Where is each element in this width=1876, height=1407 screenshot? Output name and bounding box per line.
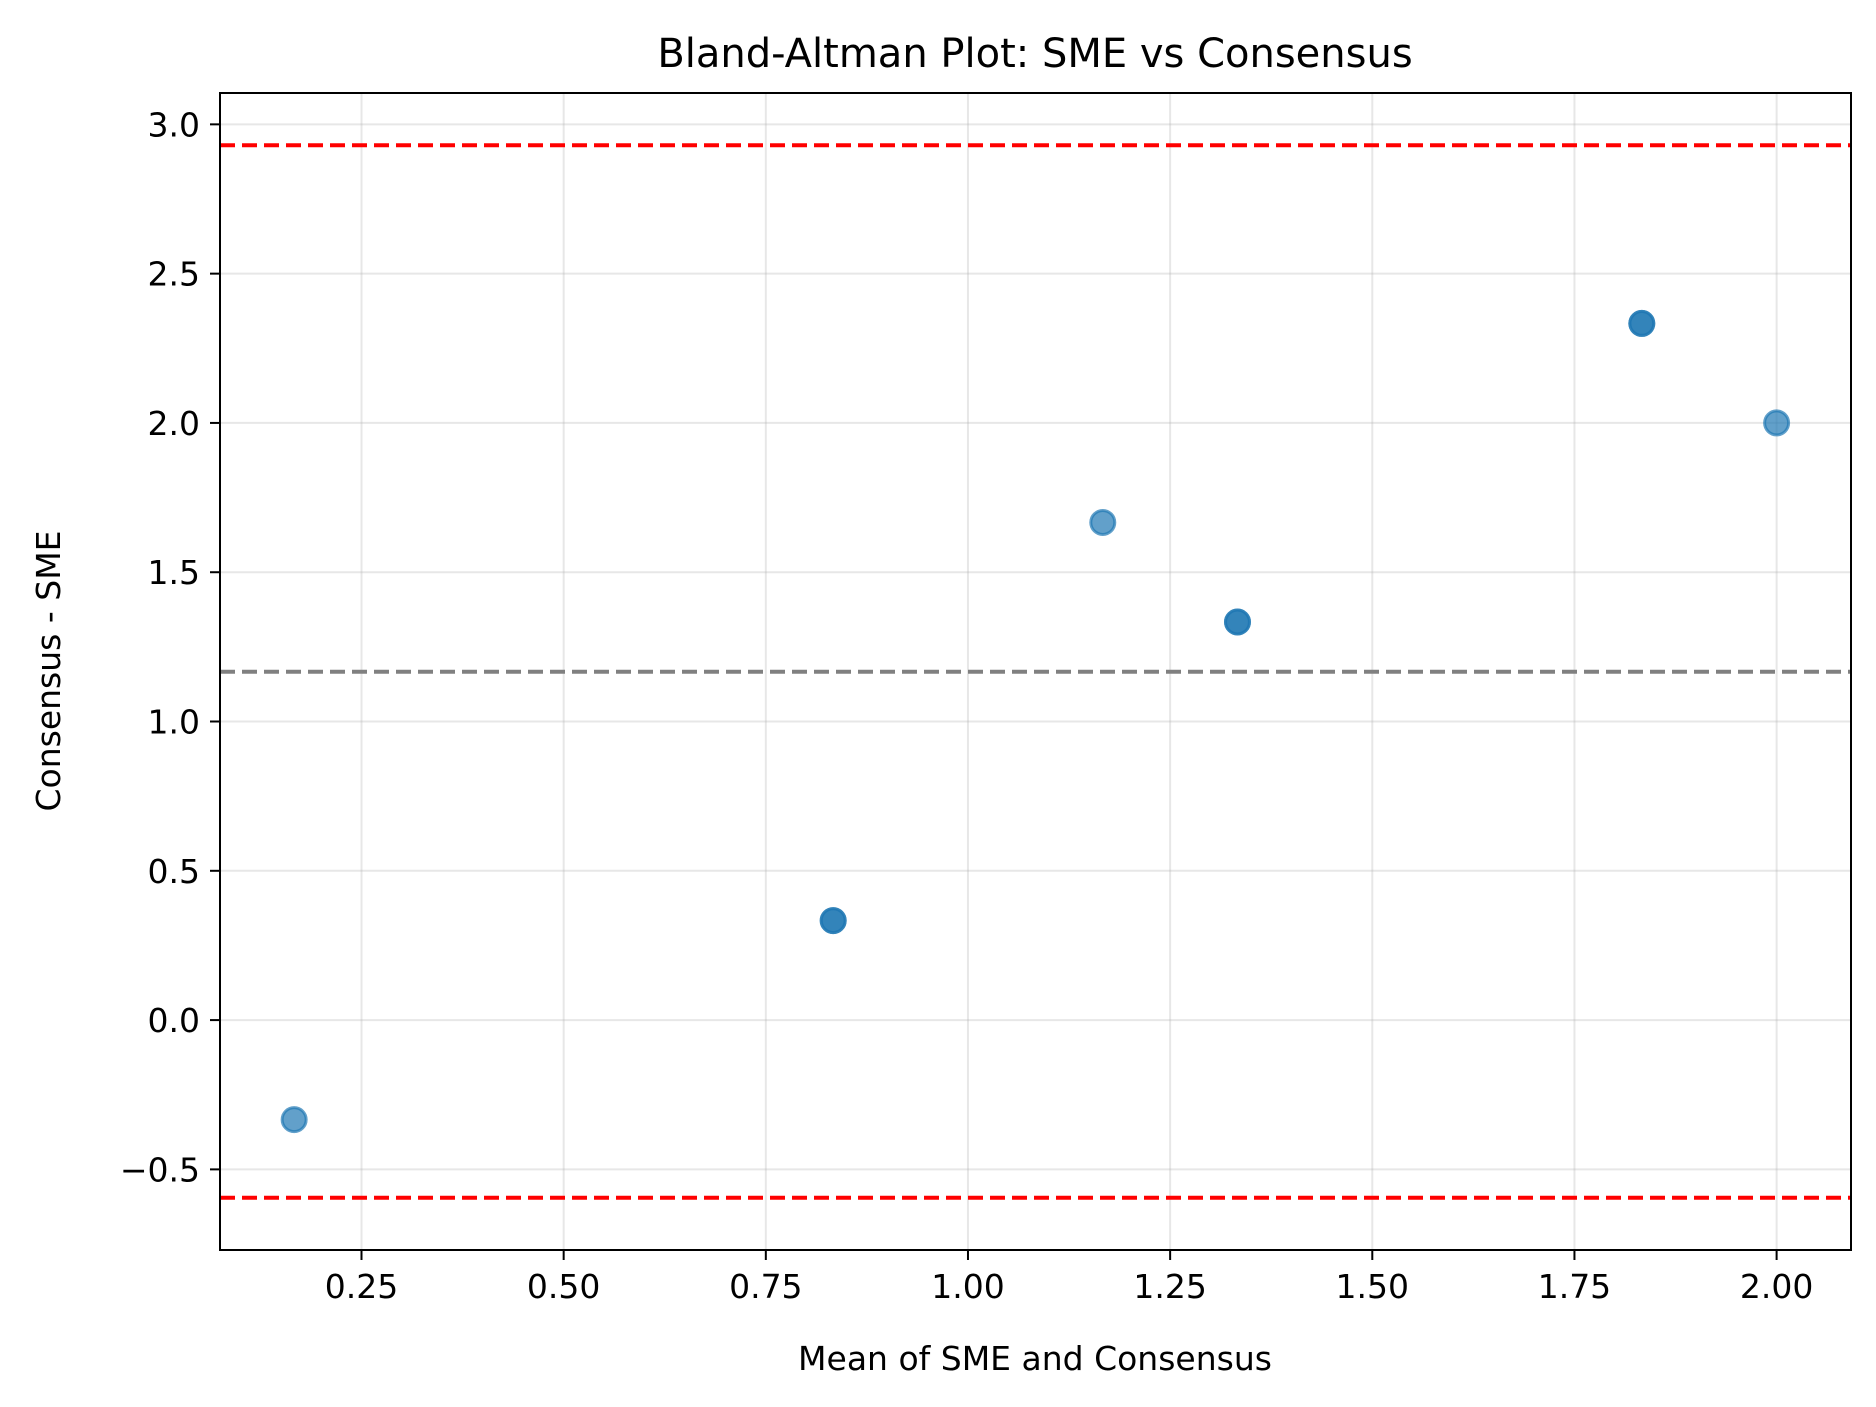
y-axis-label: Consensus - SME	[29, 530, 68, 811]
data-point	[1089, 508, 1117, 536]
y-tick-label: 0.5	[148, 852, 200, 891]
x-tick-label: 1.25	[1133, 1267, 1206, 1306]
y-tick-label: 2.0	[148, 404, 200, 443]
data-point	[1223, 608, 1251, 636]
x-axis-label: Mean of SME and Consensus	[798, 1339, 1272, 1378]
reference-lines	[220, 143, 1851, 1200]
data-points	[280, 309, 1791, 1134]
data-point	[1628, 309, 1656, 337]
plot-frame	[219, 92, 1852, 1251]
x-tick-label: 1.00	[931, 1267, 1004, 1306]
x-tick-label: 1.50	[1336, 1267, 1409, 1306]
y-tick-label: 1.0	[148, 703, 200, 742]
y-tick-label: 1.5	[148, 553, 200, 592]
x-tick-label: 0.75	[729, 1267, 802, 1306]
x-tick-label: 0.25	[325, 1267, 398, 1306]
y-axis-ticks: −0.5 0.0 0.5 1.0 1.5 2.0 2.5 3.0	[120, 105, 220, 1189]
y-tick-label: −0.5	[120, 1150, 200, 1189]
x-tick-label: 1.75	[1538, 1267, 1611, 1306]
data-point	[280, 1106, 308, 1134]
y-tick-label: 3.0	[148, 105, 200, 144]
x-tick-label: 2.00	[1740, 1267, 1813, 1306]
x-axis-ticks: 0.25 0.50 0.75 1.00 1.25 1.50 1.75 2.00	[325, 1250, 1813, 1306]
chart-title: Bland-Altman Plot: SME vs Consensus	[657, 31, 1412, 77]
x-tick-label: 0.50	[527, 1267, 600, 1306]
data-point	[819, 907, 847, 935]
y-tick-label: 0.0	[148, 1001, 200, 1040]
data-point	[1763, 409, 1791, 437]
y-tick-label: 2.5	[148, 255, 200, 294]
